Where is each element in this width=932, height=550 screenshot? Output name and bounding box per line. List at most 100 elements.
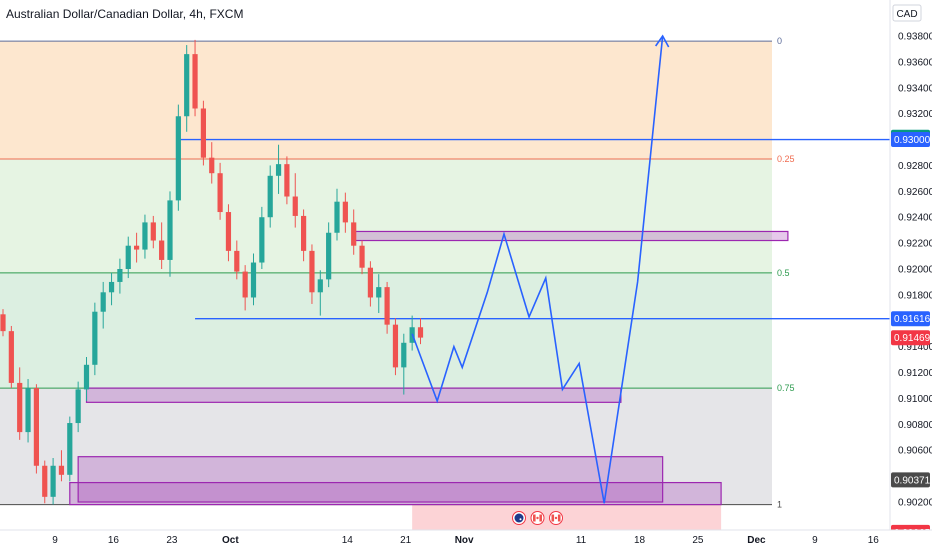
candle-body [17, 382, 23, 433]
candle [334, 188, 340, 241]
projection-path [411, 34, 670, 504]
candle-body [225, 212, 232, 251]
candle-body [217, 173, 223, 213]
au-flag-field [514, 513, 524, 523]
candle [351, 209, 357, 255]
candle [33, 384, 39, 474]
price-tick-label: 0.91800 [898, 290, 932, 301]
candle-body [326, 232, 332, 280]
candle [192, 39, 198, 117]
fib-level-label: 0.75 [777, 383, 795, 393]
candle-body [259, 217, 265, 263]
time-axis: 9 16 23 Oct 14 21 Nov 11 18 25 Dec 9 16 [0, 529, 932, 550]
fib-band [0, 158, 772, 273]
candle [209, 142, 215, 184]
currency-box [892, 4, 922, 22]
candle [150, 215, 156, 249]
candle-body [42, 465, 48, 497]
candle-body [75, 389, 81, 424]
time-tick-label: 9 [812, 535, 818, 546]
candle-body [167, 200, 173, 260]
candle [175, 104, 181, 211]
price-axis: CAD 0.93800 0.93600 0.93400 0.93200 0.92800 0.… [889, 0, 932, 540]
price-tick-label: 0.92000 [898, 265, 932, 276]
price-tag-label: 0.90371 [894, 475, 931, 486]
projection-arrowhead [654, 34, 670, 48]
candle-body [150, 222, 156, 241]
candle [100, 281, 106, 329]
price-tick-label: 0.90600 [898, 446, 932, 457]
candle-body [209, 157, 215, 174]
candle-body [384, 287, 390, 325]
candle [50, 457, 56, 505]
candle-body [67, 423, 73, 475]
candle [392, 318, 399, 376]
au-flag-star [519, 518, 522, 521]
ca-flag-leaf [554, 516, 558, 520]
candle-body [117, 269, 123, 282]
candle [259, 206, 265, 269]
time-tick-label: 11 [576, 535, 587, 546]
candle [225, 204, 232, 262]
candle [67, 416, 73, 482]
candle-body [175, 116, 181, 201]
candle [267, 165, 273, 228]
candles [0, 39, 424, 505]
candle-body [234, 250, 240, 272]
candle-body [100, 292, 106, 312]
candle-body [367, 267, 373, 298]
price-tick-label: 0.90200 [898, 498, 932, 509]
candle-body [142, 222, 148, 250]
symbol-title: Australian Dollar/Canadian Dollar, 4h, F… [6, 7, 244, 21]
ca-flag-left [551, 514, 555, 522]
candle-body [359, 245, 365, 268]
event-markers [512, 511, 563, 525]
candle-body [159, 240, 165, 260]
zones [69, 230, 789, 506]
candle [159, 222, 165, 269]
time-tick-label: 23 [166, 535, 178, 546]
candle-body [192, 54, 198, 109]
time-tick-label: 18 [634, 535, 646, 546]
time-tick-label: 9 [52, 535, 58, 546]
time-tick-label: Oct [222, 535, 239, 546]
candle [217, 162, 223, 220]
candle [25, 379, 31, 443]
candle [384, 281, 390, 334]
candle-body [58, 465, 65, 475]
au-flag-icon [512, 511, 526, 525]
zone-rectangle [69, 481, 722, 506]
price-tick-label: 0.92600 [898, 187, 932, 198]
price-tag-label: 0.91469 [894, 333, 931, 344]
candle [242, 265, 248, 311]
candle [401, 333, 407, 395]
candle-body [376, 287, 382, 298]
price-tick-label: 0.91400 [898, 342, 932, 353]
candle [250, 253, 257, 306]
candle-body [267, 175, 273, 218]
candle-body [275, 164, 282, 176]
zone-rectangle [353, 230, 789, 242]
candle [8, 325, 14, 389]
price-tick-label: 0.90800 [898, 420, 932, 431]
candle-body [8, 331, 14, 383]
candle-body [50, 465, 56, 497]
time-tick-label: Nov [455, 535, 474, 546]
candle-body [301, 215, 307, 251]
candle [342, 192, 348, 233]
projection-line [411, 35, 664, 504]
candle [58, 450, 65, 482]
candle-body [417, 327, 424, 338]
ca-flag-icon [549, 511, 563, 525]
candle-body [334, 201, 340, 233]
candle-body [0, 314, 6, 332]
candle-body [184, 54, 190, 117]
ca-flag-icon [530, 511, 545, 525]
zone-rectangle [77, 456, 664, 503]
candle-body [401, 342, 407, 368]
candle-body [317, 279, 323, 293]
candle [309, 244, 315, 304]
candle [75, 381, 81, 433]
candle-body [292, 196, 298, 216]
